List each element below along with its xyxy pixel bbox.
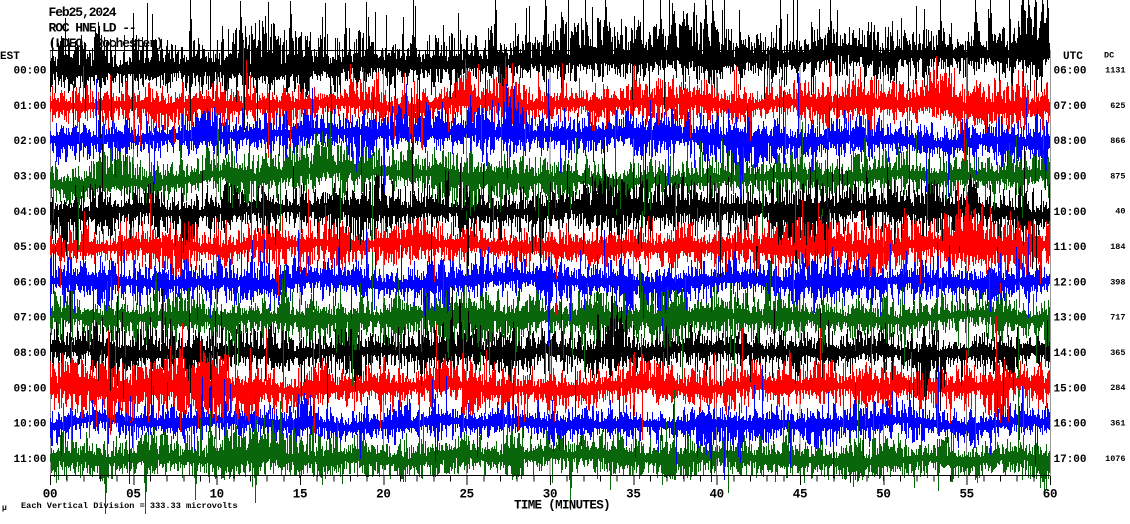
svg-text:07:00: 07:00: [13, 313, 46, 325]
svg-text:06:00: 06:00: [1054, 66, 1087, 78]
svg-text:717: 717: [1110, 313, 1125, 323]
svg-text:50: 50: [876, 488, 890, 502]
svg-text:284: 284: [1110, 383, 1125, 393]
svg-text:01:00: 01:00: [13, 101, 46, 113]
svg-text:17:00: 17:00: [1054, 454, 1087, 466]
svg-text:55: 55: [959, 488, 973, 502]
svg-text:UTC: UTC: [1063, 51, 1083, 63]
svg-text:16:00: 16:00: [1054, 419, 1087, 431]
svg-text:14:00: 14:00: [1054, 348, 1087, 360]
svg-text:45: 45: [793, 488, 807, 502]
svg-text:11:00: 11:00: [1054, 242, 1087, 254]
svg-text:184: 184: [1110, 242, 1125, 252]
svg-text:10: 10: [209, 488, 223, 502]
svg-text:13:00: 13:00: [1054, 313, 1087, 325]
svg-text:00: 00: [43, 488, 57, 502]
svg-text:40: 40: [709, 488, 723, 502]
svg-text:µ: µ: [2, 504, 7, 513]
svg-text:875: 875: [1110, 171, 1125, 181]
svg-text:1131: 1131: [1105, 66, 1125, 76]
svg-text:11:00: 11:00: [13, 454, 46, 466]
svg-text:05: 05: [126, 488, 140, 502]
svg-text:09:00: 09:00: [1054, 172, 1087, 184]
svg-text:15: 15: [293, 488, 307, 502]
svg-text:398: 398: [1110, 277, 1125, 287]
svg-text:10:00: 10:00: [1054, 207, 1087, 219]
svg-text:30: 30: [543, 488, 557, 502]
svg-text:08:00: 08:00: [1054, 136, 1087, 148]
svg-text:06:00: 06:00: [13, 277, 46, 289]
svg-text:02:00: 02:00: [13, 136, 46, 148]
svg-text:15:00: 15:00: [1054, 383, 1087, 395]
svg-text:361: 361: [1110, 419, 1125, 429]
svg-text:(LDEO, Rochester): (LDEO, Rochester): [49, 36, 163, 51]
svg-text:DC: DC: [1104, 51, 1114, 61]
svg-text:Feb25,2024: Feb25,2024: [49, 5, 117, 20]
svg-text:Each Vertical Division = 333.3: Each Vertical Division = 333.33 microvol…: [21, 501, 238, 511]
svg-text:10:00: 10:00: [13, 419, 46, 431]
svg-text:1076: 1076: [1105, 454, 1125, 464]
svg-text:00:00: 00:00: [13, 66, 46, 78]
svg-text:60: 60: [1043, 488, 1057, 502]
svg-text:09:00: 09:00: [13, 383, 46, 395]
svg-text:625: 625: [1110, 101, 1125, 111]
svg-text:EST: EST: [0, 51, 20, 63]
svg-text:12:00: 12:00: [1054, 277, 1087, 289]
svg-text:04:00: 04:00: [13, 207, 46, 219]
svg-text:35: 35: [626, 488, 640, 502]
svg-text:07:00: 07:00: [1054, 101, 1087, 113]
svg-text:05:00: 05:00: [13, 242, 46, 254]
svg-text:20: 20: [376, 488, 390, 502]
svg-text:40: 40: [1115, 207, 1125, 217]
svg-text:866: 866: [1110, 136, 1125, 146]
svg-text:TIME (MINUTES): TIME (MINUTES): [514, 499, 610, 513]
svg-text:25: 25: [459, 488, 473, 502]
svg-text:365: 365: [1110, 348, 1125, 358]
svg-text:ROC HNE LD --: ROC HNE LD --: [49, 21, 136, 36]
svg-text:03:00: 03:00: [13, 172, 46, 184]
svg-text:08:00: 08:00: [13, 348, 46, 360]
